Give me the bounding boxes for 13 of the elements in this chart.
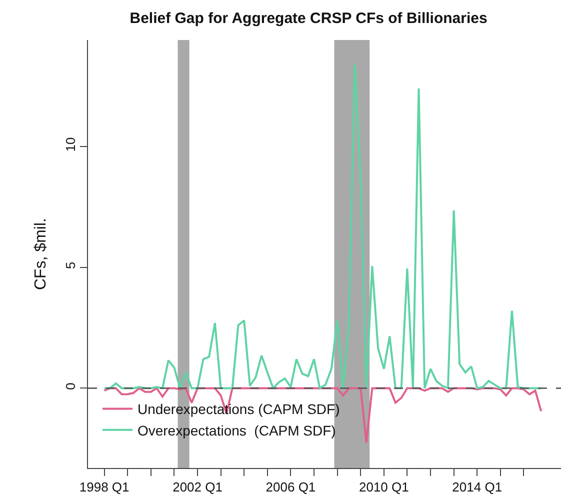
y-tick-label: 5	[62, 262, 78, 269]
x-tick-label: 2002 Q1	[172, 480, 222, 495]
y-axis-title: CFs, $mil.	[32, 218, 50, 290]
x-tick-label: 1998 Q1	[79, 480, 130, 495]
y-tick-label: 10	[62, 137, 78, 152]
legend-label: Overexpectations (CAPM SDF)	[137, 422, 336, 438]
x-tick-label: 2014 Q1	[452, 480, 502, 495]
line-series	[103, 387, 542, 444]
y-tick-label: 0	[62, 382, 78, 390]
x-tick-label: 2010 Q1	[358, 480, 409, 495]
x-tick-label: 2006 Q1	[266, 480, 316, 495]
line-series	[103, 63, 542, 390]
chart-title: Belief Gap for Aggregate CRSP CFs of Billionaries	[130, 10, 488, 27]
